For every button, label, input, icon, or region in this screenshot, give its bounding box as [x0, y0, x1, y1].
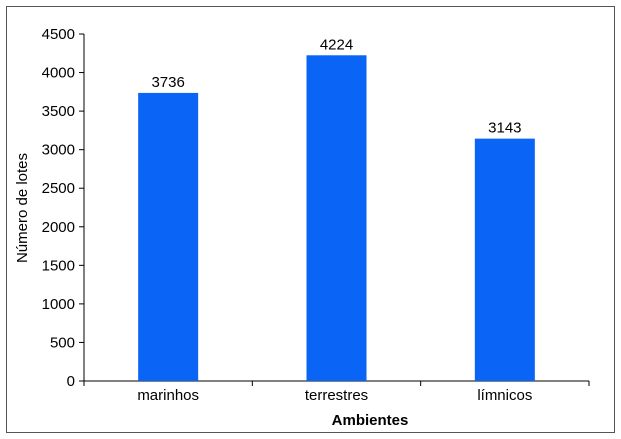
x-axis-title: Ambientes — [332, 412, 409, 429]
data-label: 3143 — [488, 120, 521, 137]
y-ticks: 0 500 1000 1500 2000 2500 3000 3500 4000 4500 — [42, 26, 84, 390]
bar — [138, 92, 199, 381]
y-tick-label: 2500 — [42, 180, 75, 197]
y-tick-label: 3000 — [42, 142, 75, 159]
y-tick-label: 1000 — [42, 296, 75, 313]
y-tick-label: 1500 — [42, 257, 75, 274]
y-tick-label: 4500 — [42, 26, 75, 43]
data-label: 4224 — [320, 36, 353, 53]
bar — [306, 55, 367, 382]
bars — [138, 55, 535, 382]
x-tick-label: terrestres — [305, 387, 368, 404]
y-axis-title: Número de lotes — [14, 153, 31, 263]
y-tick-label: 0 — [67, 373, 75, 390]
data-label: 3736 — [151, 74, 184, 91]
value-labels: 3736 4224 3143 — [151, 36, 521, 136]
y-tick-label: 500 — [50, 334, 75, 351]
category-labels: marinhos terrestres límnicos — [137, 387, 532, 404]
y-tick-label: 2000 — [42, 219, 75, 236]
x-tick-label: marinhos — [137, 387, 199, 404]
x-tick-label: límnicos — [477, 387, 532, 404]
x-ticks — [83, 381, 590, 386]
y-tick-label: 4000 — [42, 65, 75, 82]
bar — [474, 138, 535, 381]
y-tick-label: 3500 — [42, 103, 75, 120]
